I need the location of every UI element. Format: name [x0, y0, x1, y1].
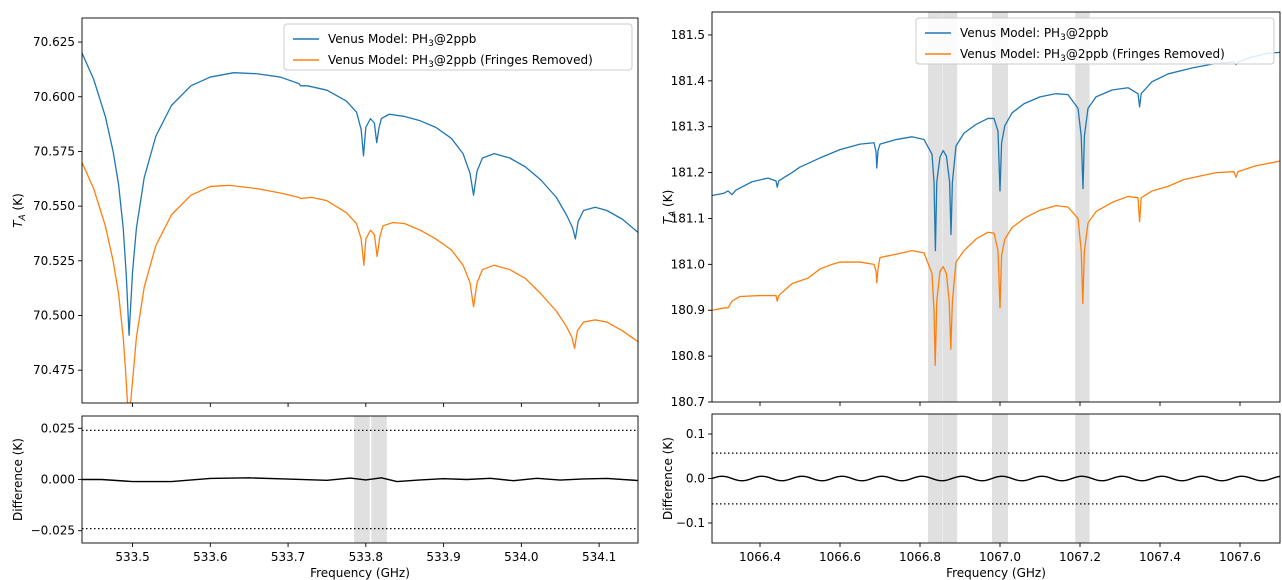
- y-tick-label: 181.3: [671, 120, 705, 134]
- x-tick-label: 534.1: [582, 550, 616, 564]
- y-axis-label: TA (K): [11, 193, 28, 228]
- y-tick-label: 0.000: [41, 473, 75, 487]
- panel-right-top: 180.7 180.8 180.9 181.0 181.1 181.2 181.3 181.4…: [661, 11, 1281, 409]
- panel-left-top: 70.475 70.500 70.525 70.550 70.575 70.600 70.6…: [11, 17, 639, 407]
- y-axis-label-sub: A: [668, 211, 678, 218]
- plot-area-right-top: [712, 12, 1280, 402]
- legend-label-main: Venus Model: PH: [960, 26, 1060, 40]
- shaded-band: [992, 12, 1008, 402]
- x-tick-label: 1067.4: [1139, 550, 1181, 564]
- y-tick-label: 70.525: [33, 254, 75, 268]
- legend-label-rest: @2ppb: [1066, 26, 1109, 40]
- y-axis-label-main: T: [661, 215, 675, 224]
- y-tick-label: 181.0: [671, 257, 705, 271]
- legend-label-rest: @2ppb (Fringes Removed): [1066, 47, 1225, 61]
- y-tick-label: −0.025: [31, 524, 75, 538]
- legend-label-sub: 3: [1060, 54, 1066, 64]
- series-line-0: [712, 475, 1280, 482]
- y-axis-label-sub: A: [18, 214, 28, 221]
- x-tick-label: 533.6: [193, 550, 227, 564]
- series-line-0: [82, 477, 638, 483]
- legend-label-rest: @2ppb (Fringes Removed): [434, 53, 593, 67]
- shaded-band: [928, 414, 943, 543]
- legend-label-sub: 3: [428, 39, 434, 49]
- shaded-band: [1075, 12, 1090, 402]
- x-tick-label: 1067.0: [979, 550, 1021, 564]
- x-tick-label: 533.5: [115, 550, 149, 564]
- y-axis-label-main: T: [11, 219, 25, 228]
- series-line-0: [712, 51, 1280, 252]
- series-line-1: [82, 162, 638, 403]
- y-axis-label: TA (K): [661, 190, 678, 225]
- y-tick-label: 180.8: [671, 349, 705, 363]
- legend-box: [283, 23, 633, 71]
- y-tick-label: 181.5: [671, 28, 705, 42]
- x-tick-label: 1067.6: [1219, 550, 1261, 564]
- x-tick-label: 1066.4: [739, 550, 781, 564]
- y-tick-label: 180.9: [671, 303, 705, 317]
- legend-label-sub: 3: [428, 60, 434, 70]
- y-tick-label: −0.1: [676, 516, 705, 530]
- y-axis-label-rest: (K): [661, 190, 675, 211]
- y-tick-label: 0.0: [686, 472, 705, 486]
- plot-area-left-top: [82, 52, 638, 403]
- legend-label-rest: @2ppb: [434, 32, 477, 46]
- plot-area-left-bottom: [82, 416, 638, 543]
- shaded-band: [992, 414, 1008, 543]
- legend-label-main: Venus Model: PH: [960, 47, 1060, 61]
- x-tick-label: 534.0: [504, 550, 538, 564]
- legend-box: [915, 17, 1275, 65]
- legend-label: Venus Model: PH3@2ppb: [960, 26, 1108, 43]
- panel-left-bottom: −0.025 0.000 0.025 533.5 533.6 533.7 533.8 533.…: [11, 415, 639, 580]
- y-tick-label: 70.625: [33, 35, 75, 49]
- y-tick-label: 0.025: [41, 421, 75, 435]
- y-tick-label: 0.1: [686, 427, 705, 441]
- x-tick-label: 1067.2: [1059, 550, 1101, 564]
- y-axis-label: Difference (K): [11, 438, 25, 521]
- y-tick-label: 70.600: [33, 90, 75, 104]
- series-line-1: [712, 160, 1280, 366]
- shaded-band: [371, 416, 387, 543]
- y-axis-label: Difference (K): [661, 437, 675, 520]
- legend-label: Venus Model: PH3@2ppb (Fringes Removed): [328, 53, 593, 70]
- legend-label: Venus Model: PH3@2ppb (Fringes Removed): [960, 47, 1225, 64]
- y-tick-label: 181.1: [671, 211, 705, 225]
- panel-right-bottom: −0.1 0.0 0.1 1066.4 1066.6 1066.8 1067.0 1067.2…: [661, 413, 1281, 580]
- axes-frame: [711, 11, 1281, 403]
- plot-area-right-bottom: [712, 414, 1280, 543]
- y-tick-label: 70.550: [33, 199, 75, 213]
- series-line-0: [82, 52, 638, 336]
- y-tick-label: 70.500: [33, 309, 75, 323]
- legend-label-main: Venus Model: PH: [328, 53, 428, 67]
- x-tick-label: 533.8: [349, 550, 383, 564]
- x-axis-label: Frequency (GHz): [310, 566, 410, 580]
- x-tick-label: 533.9: [426, 550, 460, 564]
- x-tick-label: 1066.8: [899, 550, 941, 564]
- x-axis-label: Frequency (GHz): [946, 566, 1046, 580]
- axes-frame: [81, 17, 639, 404]
- y-tick-label: 181.4: [671, 74, 705, 88]
- shaded-band: [928, 12, 943, 402]
- y-axis-label-rest: (K): [11, 193, 25, 214]
- y-tick-label: 70.575: [33, 144, 75, 158]
- legend-label-main: Venus Model: PH: [328, 32, 428, 46]
- legend-label-sub: 3: [1060, 33, 1066, 43]
- y-tick-label: 180.7: [671, 395, 705, 409]
- shaded-band: [1075, 414, 1090, 543]
- legend-label: Venus Model: PH3@2ppb: [328, 32, 476, 49]
- y-tick-label: 70.475: [33, 363, 75, 377]
- x-tick-label: 533.7: [271, 550, 305, 564]
- x-tick-label: 1066.6: [819, 550, 861, 564]
- y-tick-label: 181.2: [671, 166, 705, 180]
